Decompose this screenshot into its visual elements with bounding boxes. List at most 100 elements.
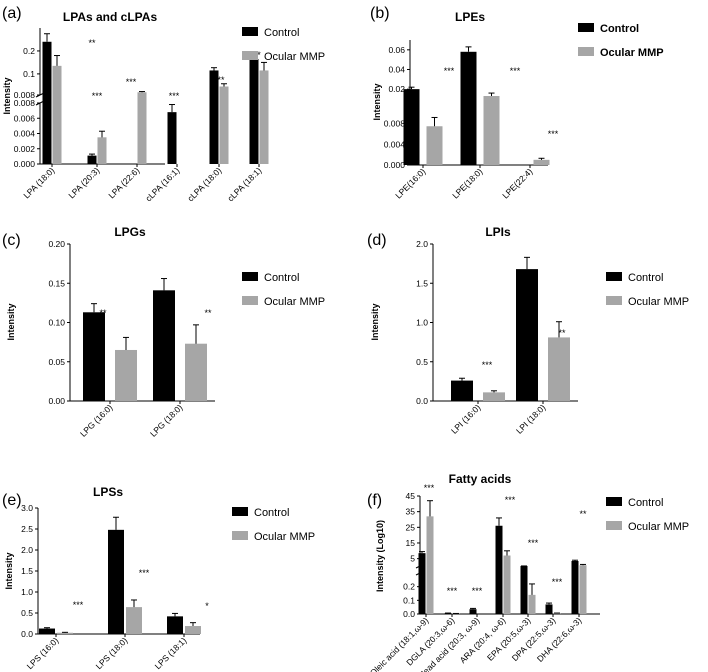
- legend-label: Control: [264, 27, 299, 39]
- significance-label: *: [205, 601, 209, 611]
- bar-control: [418, 553, 426, 614]
- significance-label: ***: [126, 77, 137, 87]
- panel-label: (c): [2, 232, 21, 249]
- bar-control: [545, 604, 553, 614]
- bar-control: [87, 155, 97, 164]
- chart-title: Fatty acids: [449, 472, 512, 486]
- y-tick-label: 0.0: [416, 396, 428, 406]
- y-tick-label: 0.008: [384, 119, 406, 129]
- x-tick-label: LPG (16:0): [78, 402, 115, 439]
- y-tick-label: 2.5: [21, 524, 33, 534]
- x-tick-label: cLPA (18:0): [185, 165, 223, 203]
- bar-control: [167, 616, 183, 634]
- chart-title: LPEs: [455, 10, 485, 24]
- x-tick-label: LPI (16:0): [449, 402, 483, 436]
- bar-control: [495, 525, 503, 614]
- y-axis-label: Intensity: [372, 83, 382, 120]
- y-tick-label: 1.5: [21, 566, 33, 576]
- y-tick-label: 0.10: [48, 318, 65, 328]
- bar-control: [42, 41, 52, 165]
- legend-label: Control: [628, 497, 663, 509]
- bar-control: [108, 529, 124, 634]
- legend-label: Ocular MMP: [254, 531, 315, 543]
- bar-ocular-mmp: [126, 607, 142, 634]
- panel-label: (e): [2, 492, 22, 509]
- y-tick-label: 0.02: [388, 84, 405, 94]
- legend-label: Ocular MMP: [264, 296, 325, 308]
- chart-title: LPAs and cLPAs: [63, 10, 158, 24]
- y-tick-label: 0.008: [14, 90, 36, 100]
- significance-label: **: [579, 509, 587, 519]
- bar-ocular-mmp: [503, 555, 511, 614]
- panel-label: (f): [367, 492, 382, 509]
- y-tick-label: 1.0: [416, 318, 428, 328]
- chart-title: LPGs: [114, 225, 146, 239]
- bar-control: [520, 565, 528, 614]
- x-tick-label: LPS (16:0): [25, 635, 61, 671]
- legend-swatch: [242, 296, 258, 305]
- y-tick-label: 2.0: [21, 545, 33, 555]
- significance-label: **: [99, 308, 107, 318]
- legend-label: Ocular MMP: [264, 51, 325, 63]
- y-tick-label: 0.20: [48, 239, 65, 249]
- significance-label: ***: [548, 129, 559, 139]
- y-tick-label: 1.5: [416, 278, 428, 288]
- significance-label: ***: [505, 495, 516, 505]
- panel-4: (e) LPSs Intensity 0.0 0.5 1.0 1.5 2.0 2.5 3.0 LPS…: [2, 485, 315, 671]
- x-tick-label: LPI (18:0): [514, 402, 548, 436]
- significance-label: ***: [510, 66, 521, 76]
- y-tick-label: 0.2: [403, 582, 415, 592]
- bar-control: [153, 290, 175, 401]
- y-tick-label: 0.5: [416, 357, 428, 367]
- bar-ocular-mmp: [553, 613, 561, 614]
- x-tick-label: cLPA (18:1): [225, 165, 263, 203]
- x-tick-label: LPG (18:0): [148, 402, 185, 439]
- bar-ocular-mmp: [137, 92, 147, 164]
- bar-ocular-mmp: [579, 565, 587, 614]
- y-tick-label: 0.00: [48, 396, 65, 406]
- bar-ocular-mmp: [483, 392, 505, 401]
- y-tick-label: 35: [406, 507, 416, 517]
- y-tick-label: 0.004: [384, 139, 406, 149]
- legend-label: Control: [254, 507, 289, 519]
- legend-label: Ocular MMP: [628, 296, 689, 308]
- y-tick-label: 0.004: [14, 129, 36, 139]
- legend-swatch: [242, 51, 258, 60]
- x-tick-label: LPE(16:0): [393, 166, 427, 200]
- panel-label: (a): [2, 5, 22, 22]
- legend-swatch: [606, 272, 622, 281]
- y-tick-label: 0.0: [403, 609, 415, 619]
- y-tick-label: 45: [406, 491, 416, 501]
- significance-label: **: [204, 308, 212, 318]
- bar-ocular-mmp: [97, 137, 107, 164]
- panel-0: (a) LPAs and cLPAsIntensity0.20.10.0080.0…: [2, 5, 325, 203]
- panel-5: (f) Fatty acids Intensity (Log10) 45 35 25 15 5…: [367, 472, 689, 672]
- significance-label: ***: [482, 360, 493, 370]
- y-tick-label: 3.0: [21, 503, 33, 513]
- legend-label: Control: [600, 23, 639, 35]
- bar-ocular-mmp: [548, 337, 570, 401]
- significance-label: ***: [552, 577, 563, 587]
- y-tick-label: 0.2: [23, 46, 35, 56]
- significance-label: ***: [424, 483, 435, 493]
- y-tick-label: 0.000: [14, 159, 36, 169]
- significance-label: ***: [92, 91, 103, 101]
- significance-label: **: [217, 75, 225, 85]
- legend-swatch: [606, 497, 622, 506]
- y-tick-label: 0.1: [23, 69, 35, 79]
- x-tick-label: LPA (18:0): [21, 165, 56, 200]
- significance-label: ***: [444, 66, 455, 76]
- significance-label: *: [257, 50, 261, 60]
- bar-control: [403, 89, 420, 165]
- legend-swatch: [606, 521, 622, 530]
- significance-label: ***: [169, 91, 180, 101]
- y-tick-label: 0.006: [14, 113, 36, 123]
- bar-ocular-mmp: [219, 86, 229, 164]
- x-tick-label: LPE(22:4): [500, 166, 534, 200]
- bar-ocular-mmp: [185, 343, 207, 401]
- bar-ocular-mmp: [52, 65, 62, 164]
- chart-title: LPSs: [93, 485, 123, 499]
- bar-control: [469, 609, 477, 614]
